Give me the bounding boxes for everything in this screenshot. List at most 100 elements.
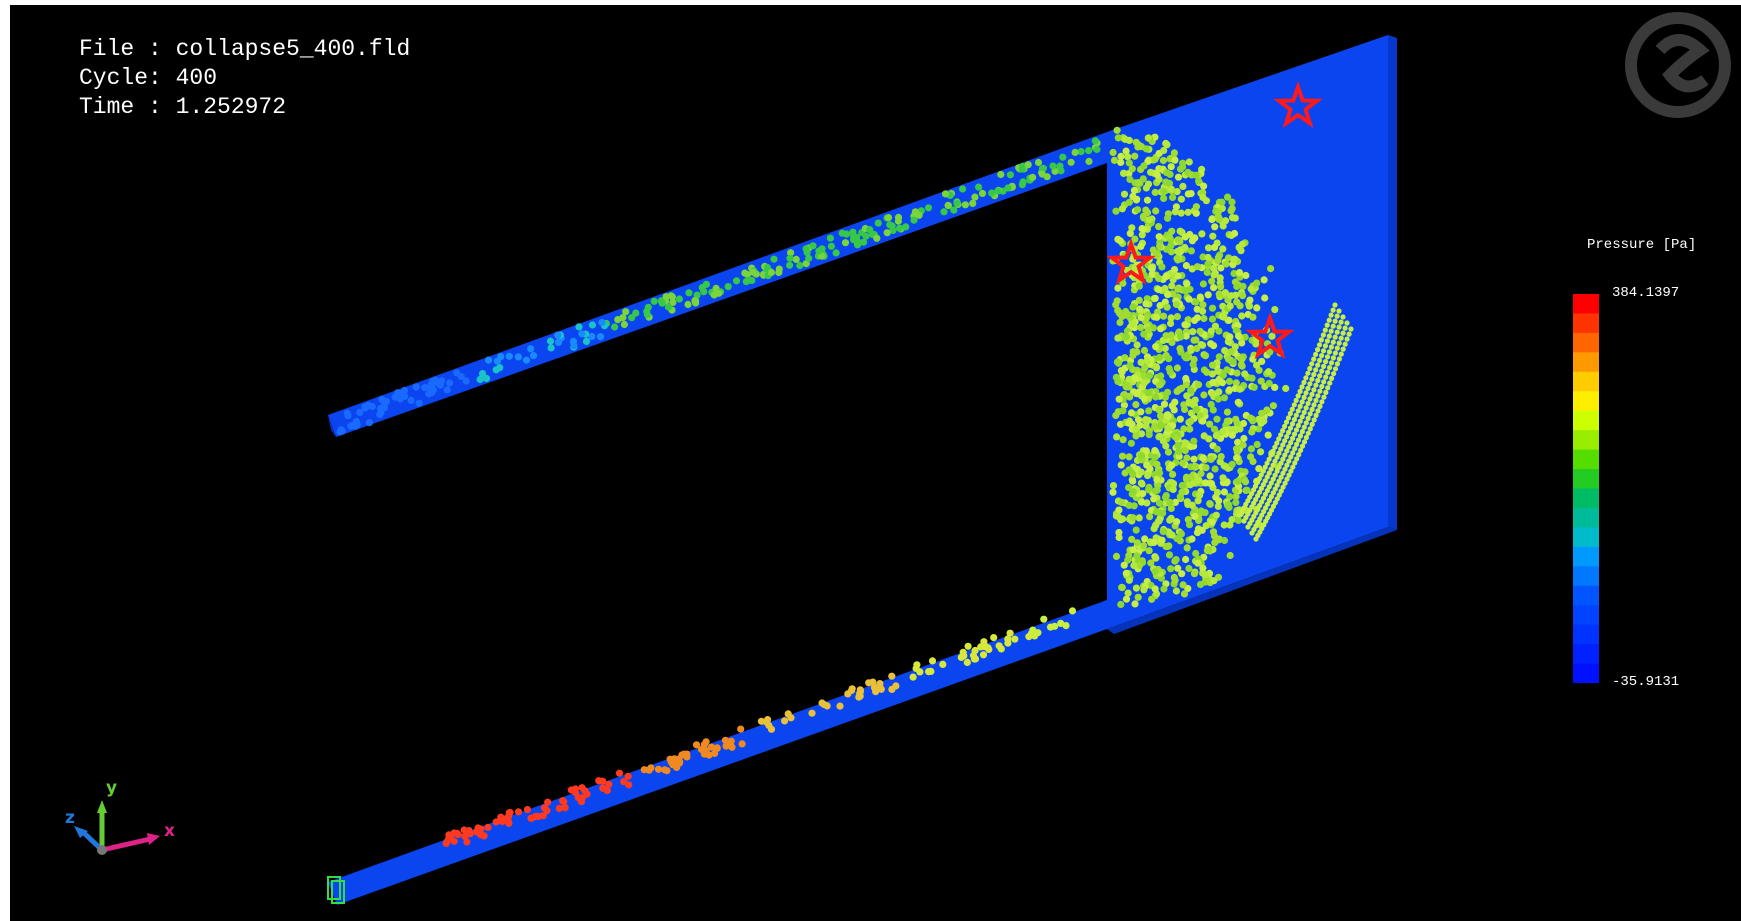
particle (1181, 321, 1189, 329)
particle (1276, 478, 1282, 484)
particle (1134, 416, 1143, 424)
particle (625, 781, 633, 789)
particle (1276, 464, 1282, 470)
particle (1298, 447, 1304, 453)
particle (1270, 476, 1276, 482)
particle (1124, 153, 1132, 161)
particle (1243, 486, 1251, 494)
particle (1322, 327, 1328, 333)
particle (1328, 312, 1334, 318)
particle (365, 419, 373, 427)
particle (909, 673, 917, 681)
3d-viewport[interactable]: File : collapse5_400.fld Cycle: 400 Time… (10, 5, 1741, 921)
particle (1292, 460, 1298, 466)
particle (700, 288, 708, 296)
particle (1290, 450, 1296, 456)
particle (1109, 488, 1117, 496)
particle (1209, 342, 1218, 350)
particle (969, 199, 977, 207)
particle (670, 755, 678, 763)
particle (1221, 217, 1230, 225)
particle (1196, 293, 1204, 301)
particle (1211, 539, 1219, 547)
particle (1173, 254, 1181, 263)
colorbar-segment (1573, 566, 1599, 587)
particle (1122, 595, 1131, 603)
particle (1336, 308, 1342, 314)
particle (1253, 304, 1261, 312)
particle (1150, 495, 1158, 503)
particle (1263, 406, 1271, 414)
particle (1309, 421, 1315, 427)
particle (1151, 188, 1159, 196)
particle (1212, 511, 1220, 519)
particle (1024, 161, 1032, 169)
particle (1125, 136, 1133, 144)
particle (1011, 635, 1019, 643)
particle (1208, 215, 1216, 224)
colorbar-segment (1573, 663, 1599, 683)
particle (1342, 325, 1348, 331)
particle (1150, 525, 1158, 533)
particle (1059, 153, 1067, 161)
particle (605, 780, 613, 788)
particle (1185, 158, 1193, 166)
particle (1210, 243, 1219, 251)
particle (1128, 535, 1136, 544)
particle (1253, 361, 1261, 369)
particle (732, 277, 741, 285)
particle (1135, 514, 1143, 522)
particle (1163, 388, 1172, 396)
particle (1334, 329, 1340, 335)
particle (1239, 292, 1247, 300)
particle (1153, 476, 1161, 484)
colorbar-segment (1573, 352, 1599, 373)
particle (1181, 405, 1189, 413)
particle (1297, 403, 1303, 409)
particle (1257, 448, 1265, 456)
particle (1125, 375, 1133, 383)
particle (647, 764, 655, 772)
legend-title: Pressure [Pa] (1587, 237, 1697, 253)
particle (815, 247, 823, 255)
particle (757, 717, 766, 725)
colorbar-segment (1573, 585, 1599, 606)
particle (400, 386, 409, 394)
particle (376, 411, 384, 419)
particle (1135, 561, 1144, 570)
particle (959, 648, 967, 656)
particle (896, 224, 904, 232)
particle (1197, 469, 1205, 478)
particle (1122, 147, 1130, 155)
particle (1155, 223, 1163, 231)
particle (1209, 379, 1217, 387)
particle (1187, 473, 1195, 481)
particle (1260, 417, 1268, 425)
particle (1225, 377, 1234, 385)
particle (1133, 206, 1142, 214)
particle (1276, 436, 1282, 442)
particle (401, 392, 409, 400)
particle (894, 217, 903, 225)
particle (1133, 539, 1141, 547)
particle (624, 772, 632, 780)
particle (1291, 416, 1297, 423)
particle (1220, 462, 1228, 470)
particle (1278, 446, 1284, 452)
particle (1124, 556, 1132, 564)
particle (1208, 277, 1216, 285)
particle (1193, 305, 1201, 313)
particle (522, 356, 531, 364)
particle (1313, 397, 1319, 403)
particle (1234, 398, 1242, 406)
particle (820, 700, 828, 709)
particle (657, 297, 665, 305)
particle (1249, 313, 1257, 321)
particle (1332, 350, 1338, 356)
particle (1165, 542, 1173, 550)
particle (1296, 452, 1302, 458)
particle (492, 366, 500, 374)
particle (1147, 168, 1155, 176)
particle (1161, 344, 1169, 353)
particle (1112, 552, 1121, 561)
